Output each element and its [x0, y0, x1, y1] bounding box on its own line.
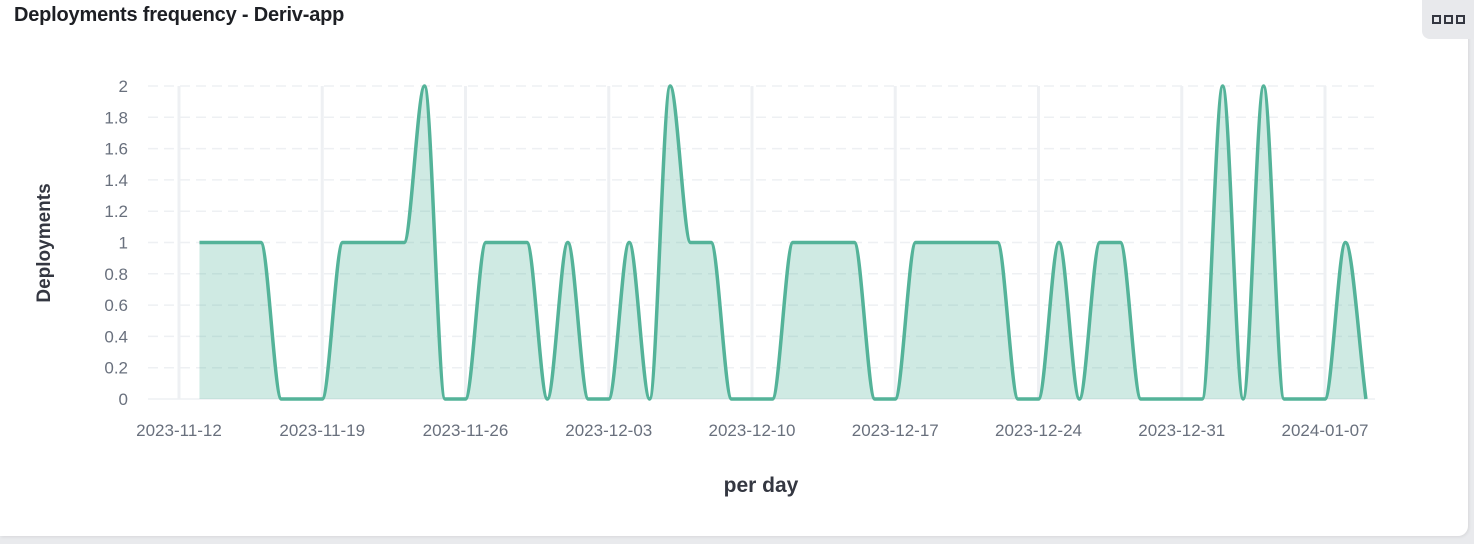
x-tick-label: 2023-12-03 — [565, 421, 652, 440]
panel-title: Deployments frequency - Deriv-app — [14, 4, 345, 26]
deployments-area — [199, 86, 1366, 399]
panel-options-button[interactable] — [1422, 0, 1474, 39]
y-tick-label: 2 — [119, 77, 128, 96]
y-tick-label: 1.4 — [104, 171, 128, 190]
x-axis-title: per day — [723, 474, 799, 497]
x-tick-label: 2023-12-31 — [1138, 421, 1225, 440]
y-tick-label: 0.8 — [104, 265, 128, 284]
y-tick-label: 0.6 — [104, 296, 128, 315]
y-tick-label: 1 — [119, 234, 128, 253]
y-tick-label: 0.4 — [104, 327, 128, 346]
y-axis-ticks: 0 0.2 0.4 0.6 0.8 1 1.2 1.4 1.6 1.8 2 — [104, 77, 128, 409]
y-tick-label: 1.2 — [104, 202, 128, 221]
y-tick-label: 0.2 — [104, 359, 128, 378]
x-axis-ticks: 2023-11-12 2023-11-19 2023-11-26 2023-12-03… — [136, 421, 1368, 440]
options-menu-icon — [1431, 15, 1441, 24]
deployments-line — [199, 84, 1368, 401]
x-tick-label: 2023-12-17 — [852, 421, 939, 440]
options-menu-icon — [1455, 15, 1465, 24]
x-tick-label: 2023-11-26 — [423, 421, 509, 440]
x-tick-label: 2024-01-07 — [1282, 421, 1369, 440]
x-tick-label: 2023-12-24 — [995, 421, 1082, 440]
x-tick-label: 2023-12-10 — [709, 421, 796, 440]
x-tick-label: 2023-11-12 — [136, 421, 222, 440]
y-tick-label: 1.8 — [104, 108, 128, 127]
x-gridlines — [177, 86, 1327, 399]
x-tick-label: 2023-11-19 — [279, 421, 365, 440]
y-tick-label: 1.6 — [104, 140, 128, 159]
y-tick-label: 0 — [119, 390, 128, 409]
options-menu-icon — [1443, 15, 1453, 24]
